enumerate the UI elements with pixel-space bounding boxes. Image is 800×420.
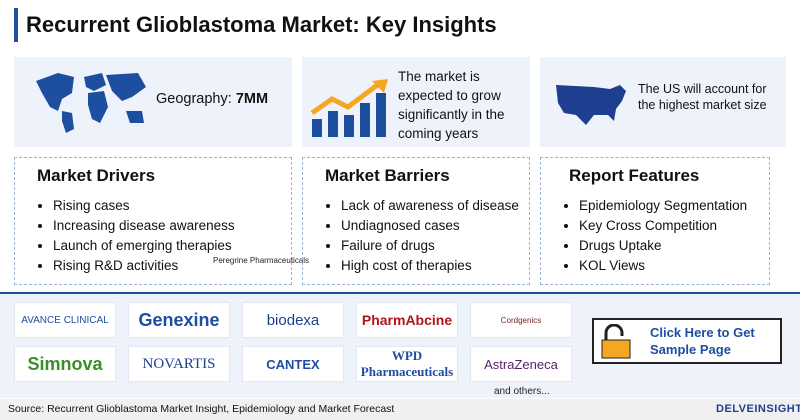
title: Recurrent Glioblastoma Market: Key Insig… <box>26 12 497 37</box>
partner-logo: Simnova <box>14 346 116 382</box>
drivers-list: Rising cases Increasing disease awarenes… <box>35 196 235 276</box>
sample-button-label[interactable]: Click Here to Get Sample Page <box>650 325 755 357</box>
list-item: Failure of drugs <box>341 236 519 256</box>
sample-button[interactable]: Click Here to Get Sample Page <box>592 318 782 364</box>
list-item: KOL Views <box>579 256 747 276</box>
list-item: Lack of awareness of disease <box>341 196 519 216</box>
geography-label: Geography: <box>156 91 232 107</box>
lock-icon <box>601 324 631 359</box>
list-item: High cost of therapies <box>341 256 519 276</box>
list-item: Launch of emerging therapies <box>53 236 235 256</box>
us-card: The US will account for the highest mark… <box>540 57 786 147</box>
list-item: Epidemiology Segmentation <box>579 196 747 216</box>
list-item: Increasing disease awareness <box>53 216 235 236</box>
brand: DELVEINSIGHT <box>716 403 800 415</box>
partner-logo: CANTEX <box>242 346 344 382</box>
world-map-icon <box>36 73 146 133</box>
list-item: Rising cases <box>53 196 235 216</box>
stray-label: Peregrine Pharmaceuticals <box>213 256 310 265</box>
drivers-heading: Market Drivers <box>37 166 156 185</box>
list-item: Key Cross Competition <box>579 216 747 236</box>
us-map-icon <box>556 85 626 125</box>
us-text: The US will account for the highest mark… <box>638 82 767 112</box>
partner-logo: WPD Pharmaceuticals <box>356 346 458 382</box>
geography-value: 7MM <box>235 91 269 107</box>
source: Source: Recurrent Glioblastoma Market In… <box>8 403 395 415</box>
barriers-box: Market Barriers Lack of awareness of dis… <box>302 157 530 285</box>
partner-logo: Cordgenics <box>470 302 572 338</box>
geography-card: Geography: 7MM <box>14 57 292 147</box>
partner-logo: NOVARTIS <box>128 346 230 382</box>
drivers-box: Market Drivers Rising cases Increasing d… <box>14 157 309 285</box>
features-heading: Report Features <box>569 166 700 185</box>
list-item: Undiagnosed cases <box>341 216 519 236</box>
partner-logo: AVANCE CLINICAL <box>14 302 116 338</box>
barriers-heading: Market Barriers <box>325 166 450 185</box>
features-list: Epidemiology Segmentation Key Cross Comp… <box>561 196 747 276</box>
band-line <box>0 292 800 294</box>
partner-logo: biodexa <box>242 302 344 338</box>
growth-icon <box>310 79 388 137</box>
others-note: and others... <box>494 386 550 397</box>
growth-text: The market is expected to grow significa… <box>398 69 505 141</box>
growth-card: The market is expected to grow significa… <box>302 57 530 147</box>
partner-logo: Genexine <box>128 302 230 338</box>
footer <box>0 399 800 420</box>
list-item: Rising R&D activities <box>53 256 235 276</box>
title-accent <box>14 8 18 42</box>
list-item: Drugs Uptake <box>579 236 747 256</box>
partner-logo: AstraZeneca <box>470 346 572 382</box>
features-box: Report Features Epidemiology Segmentatio… <box>540 157 770 285</box>
barriers-list: Lack of awareness of disease Undiagnosed… <box>323 196 519 276</box>
partner-logo: PharmAbcine <box>356 302 458 338</box>
